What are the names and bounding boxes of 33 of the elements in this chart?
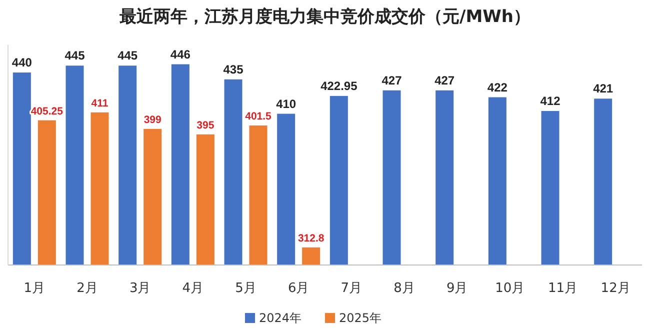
data-label: 440 (12, 56, 32, 70)
data-label: 422.95 (320, 78, 358, 93)
x-tick-label: 9月 (446, 281, 468, 296)
data-label: 395 (196, 119, 214, 132)
x-tick-label: 8月 (394, 281, 415, 296)
x-tick-label: 4月 (182, 281, 204, 296)
legend-label: 2025年 (339, 311, 382, 325)
data-label: 427 (434, 73, 455, 88)
data-label: 435 (223, 62, 244, 76)
data-label: 422 (487, 80, 508, 94)
data-label: 446 (170, 47, 191, 62)
data-label: 421 (593, 82, 614, 96)
data-label: 399 (144, 114, 162, 126)
x-tick-label: 10月 (495, 281, 525, 296)
legend-label: 2024年 (259, 311, 302, 325)
x-tick-label: 11月 (548, 281, 578, 296)
x-tick-label: 3月 (129, 281, 151, 296)
chart-title: 最近两年，江苏月度电力集中竞价成交价（元/MWh） (118, 7, 530, 27)
data-label: 427 (382, 73, 402, 88)
data-label: 445 (118, 48, 138, 63)
data-label: 410 (276, 96, 296, 111)
x-tick-label: 7月 (340, 281, 362, 296)
data-label: 412 (540, 94, 561, 108)
x-tick-label: 12月 (600, 281, 630, 296)
x-tick-label: 2月 (76, 281, 98, 296)
data-label: 405.25 (30, 105, 64, 118)
x-tick-label: 6月 (288, 281, 310, 296)
x-tick-label: 1月 (24, 281, 46, 296)
data-label: 401.5 (245, 110, 272, 122)
data-label: 445 (64, 48, 86, 63)
data-label: 411 (91, 97, 108, 110)
x-tick-label: 5月 (235, 281, 256, 296)
data-label: 312.8 (298, 232, 324, 244)
